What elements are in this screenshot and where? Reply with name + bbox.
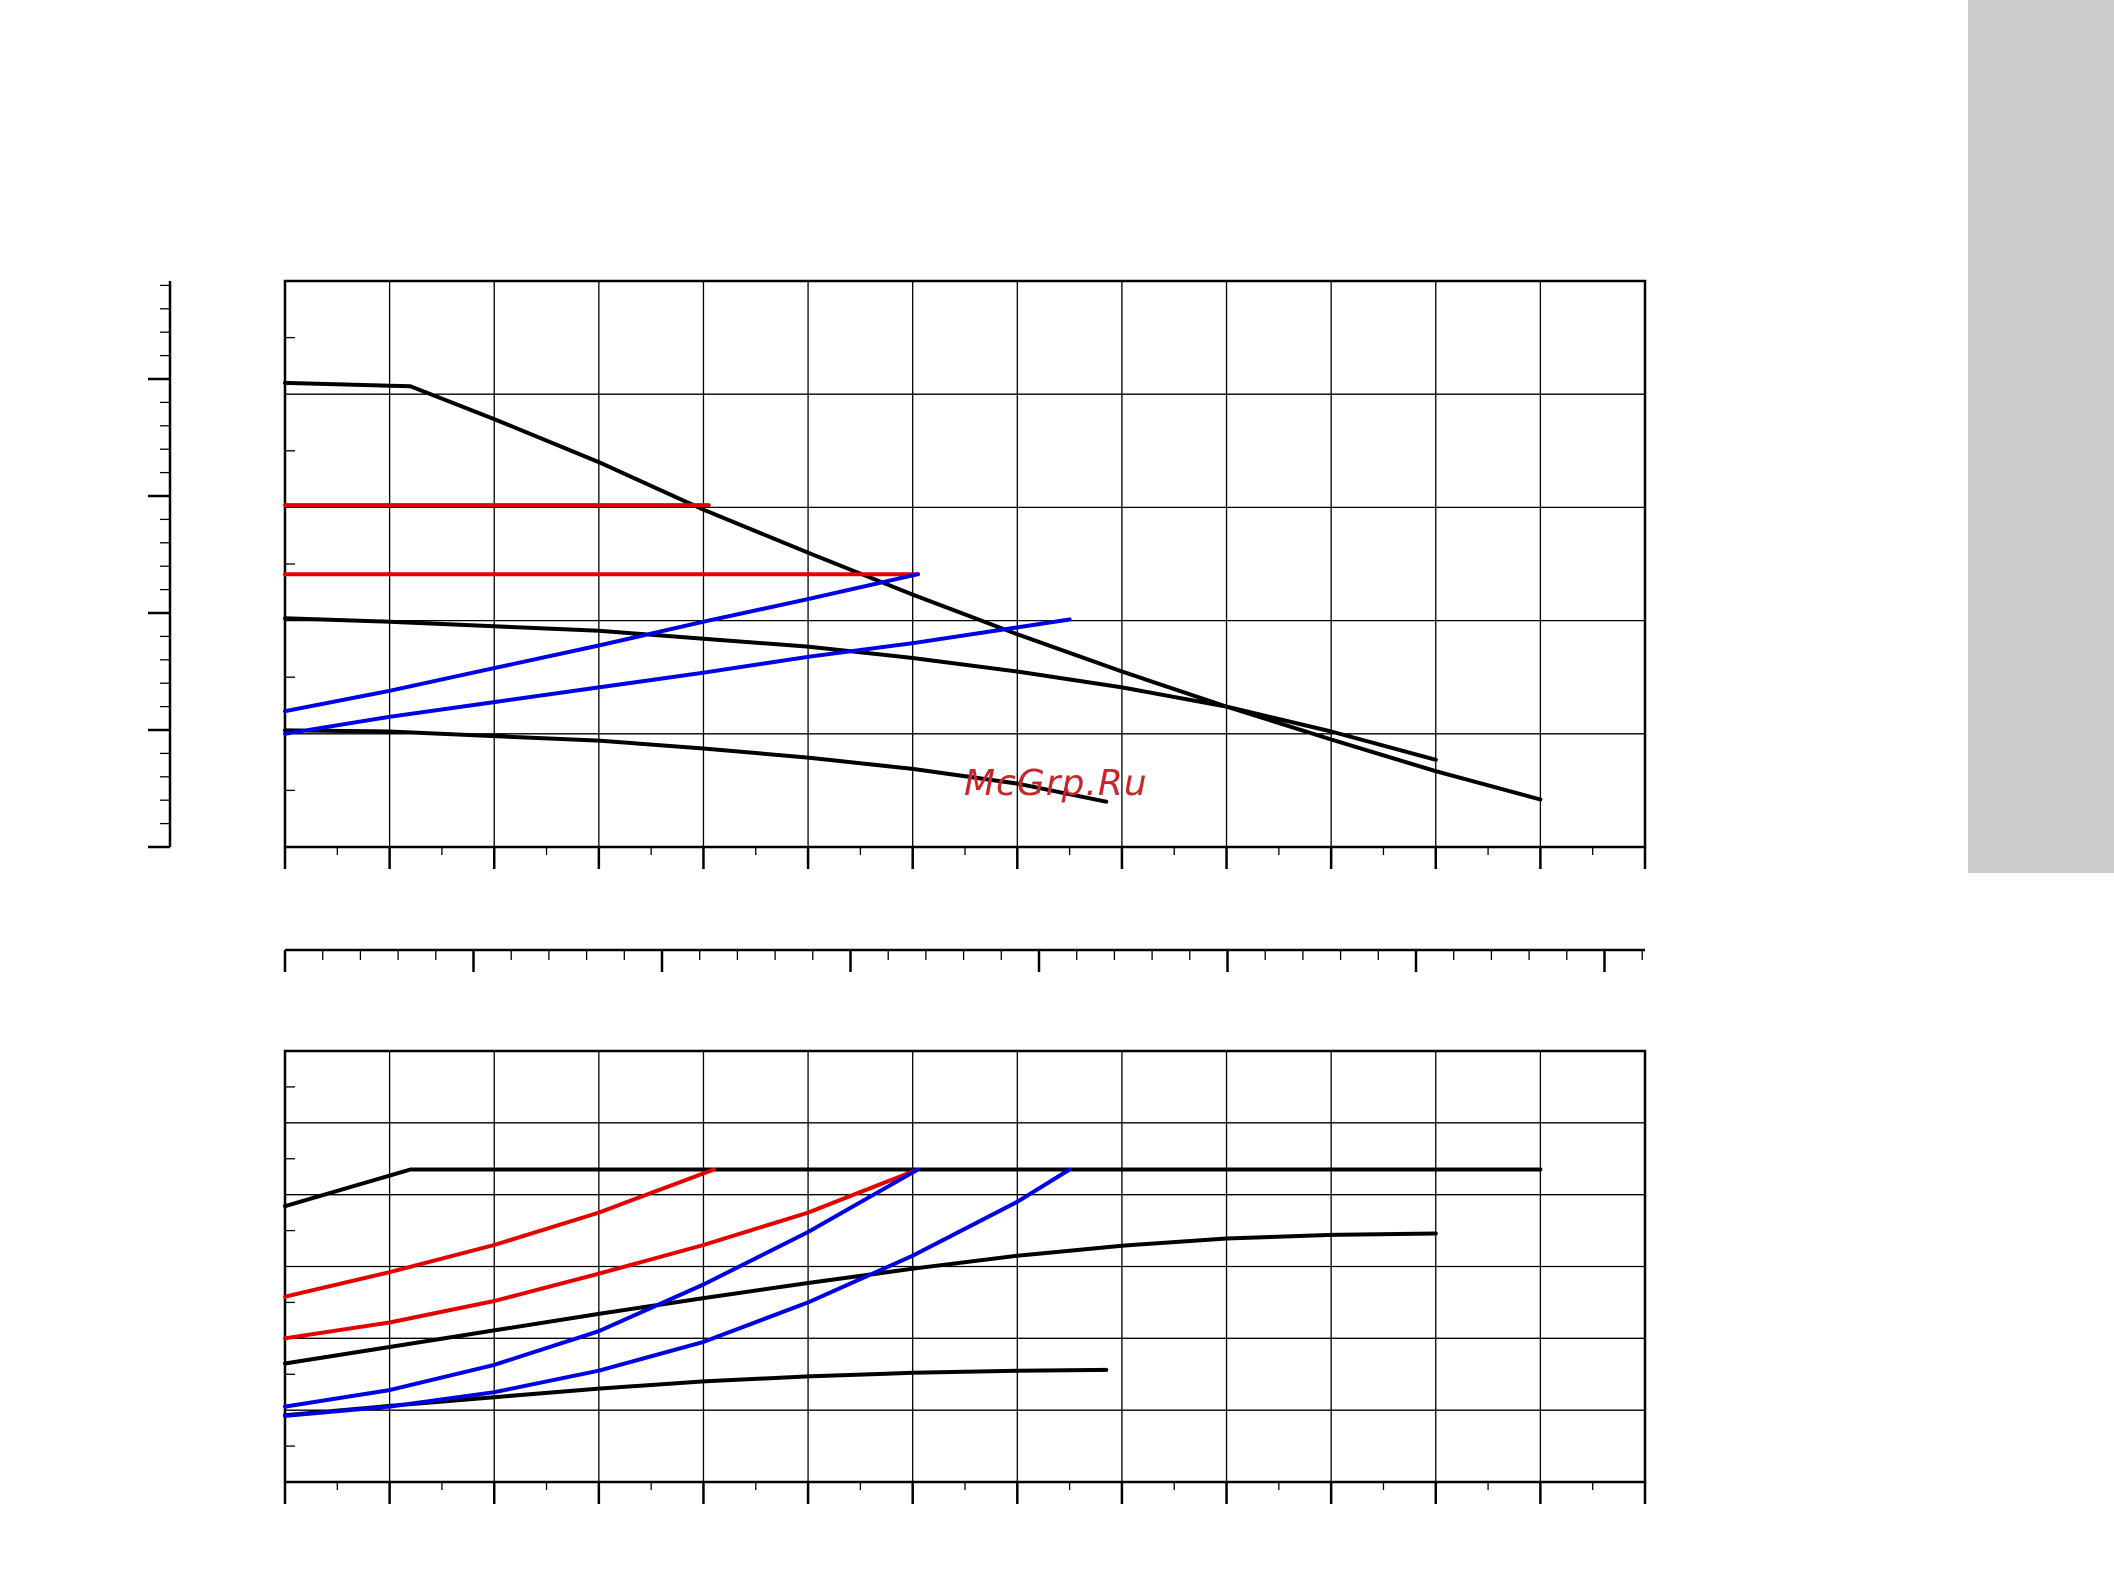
bottom-series-6-line [283, 1167, 920, 1409]
top-series-1-line [283, 380, 1543, 802]
bottom-chart-frame [283, 1049, 1647, 1504]
bottom-series-4-line [283, 1167, 716, 1299]
watermark: McGrp.Ru [964, 763, 1148, 804]
top-series-3-line [283, 728, 1109, 804]
bottom-series-7-line [283, 1167, 1072, 1418]
bottom-series-2-line [283, 1231, 1438, 1366]
top-chart-frame [283, 279, 1647, 869]
top-series-2-line [283, 616, 1438, 762]
secondary-x-axis [283, 948, 1645, 972]
bottom-series-1-line [283, 1167, 1543, 1209]
bottom-series-3-line [283, 1367, 1109, 1418]
bottom-series-5-line [283, 1167, 920, 1341]
side-tab [1968, 0, 2114, 873]
top-series-6-line [283, 572, 920, 714]
top-series-7-line [283, 617, 1072, 736]
secondary-y-axis [148, 281, 172, 849]
